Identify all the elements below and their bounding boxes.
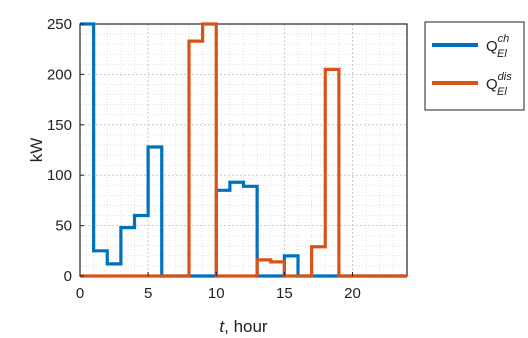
series-layer xyxy=(80,22,407,278)
y-tick-label: 250 xyxy=(47,16,72,33)
y-axis-label: kW xyxy=(27,138,46,163)
x-axis-label-unit: , hour xyxy=(224,317,268,336)
y-tick-label: 0 xyxy=(64,268,72,285)
x-tick-label: 20 xyxy=(344,285,361,302)
y-tick-label: 100 xyxy=(47,167,72,184)
series-line-charge xyxy=(80,22,407,278)
y-tick-label: 50 xyxy=(55,218,72,235)
legend-entry-label: Qch El xyxy=(486,33,509,60)
legend-entry-label: Qdis El xyxy=(486,71,512,98)
x-tick-label: 10 xyxy=(208,285,225,302)
legend-box xyxy=(424,21,525,111)
y-tick-label: 150 xyxy=(47,117,72,134)
legend: Qch El Qdis El xyxy=(424,21,525,111)
x-tick-label: 15 xyxy=(276,285,293,302)
x-axis-label-variable: t xyxy=(219,317,225,336)
y-tick-label: 200 xyxy=(47,66,72,83)
x-axis-label: t, hour xyxy=(219,317,268,336)
series-line-discharge xyxy=(80,22,407,278)
x-tick-label: 5 xyxy=(144,285,152,302)
x-tick-label: 0 xyxy=(76,285,84,302)
